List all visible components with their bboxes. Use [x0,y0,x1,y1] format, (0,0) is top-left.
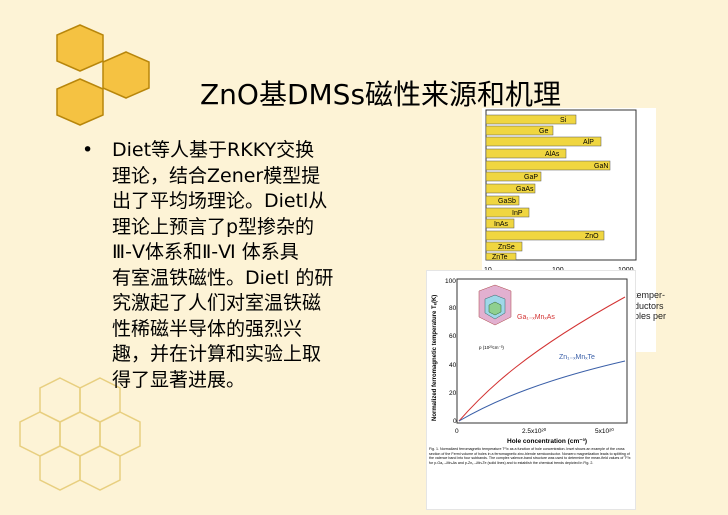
x-axis-label: Hole concentration (cm⁻³) [507,438,587,445]
bar-label: Ge [539,128,548,135]
bar-alp [485,136,602,147]
series-label-blue: Zn₁₋ₓMnₓTe [559,354,595,361]
curve-znmnte [458,360,626,422]
bar-label: GaSb [498,198,516,205]
figure-top-cut-text: temper- ductors ples per [634,290,667,321]
hexagon-icon [56,24,104,72]
figure-top-graphic: Si Ge AlP AlAs GaN GaP GaAs GaSb InP InA… [484,109,637,274]
bar-znte [485,252,517,261]
bar-label: GaP [524,174,538,181]
bar-label: InP [512,210,523,217]
bar-label: InAs [494,221,509,228]
bullet-marker: • [82,139,94,161]
hexagon-outline-icon [39,445,81,491]
series-label-red: Ga₁₋ₓMnₓAs [517,314,555,321]
bar-gaas [485,183,536,194]
figure-caption: Fig. 1. Normalized ferromagnetic tempera… [429,447,631,465]
x-tick: 5x10²⁰ [595,427,614,435]
x-tick: 2.5x10²⁰ [522,427,547,435]
bar-gap [485,171,542,182]
bar-zno [485,230,605,241]
inset-fermi-surface: p (10²⁰cm⁻³) [478,284,512,350]
bar-gan [485,160,611,171]
bullet-paragraph: • Diet等人基于RKKY交换 理论，结合Zener模型提 出了平均场理论。D… [82,138,392,393]
y-tick: 60 [449,333,457,340]
y-tick: 80 [449,305,457,312]
y-axis-label: Normalized ferromagnetic temperature Tₑ(… [432,295,438,421]
hexagon-icon [56,78,104,126]
bar-label: AlAs [545,151,560,158]
bar-label: GaAs [516,186,534,193]
bar-label: AlP [583,139,594,146]
bar-label: GaN [594,163,608,170]
bar-ge [485,125,554,136]
bar-label: Si [560,117,567,124]
bar-si [485,114,577,125]
y-tick: 100 [445,278,456,285]
bullet-text: Diet等人基于RKKY交换 理论，结合Zener模型提 出了平均场理论。Die… [112,139,334,391]
figure-bottom: 100 80 60 40 20 0 0 2.5x10²⁰ 5x10²⁰ Hole… [426,270,636,510]
bar-label: ZnO [585,233,599,240]
slide-title: ZnO基DMSs磁性来源和机理 [200,78,562,111]
bar-gasb [485,195,520,206]
bar-label: ZnTe [492,254,508,261]
bar-inp [485,207,530,218]
y-tick: 0 [453,418,457,425]
bar-inas [485,218,515,229]
y-tick: 40 [449,362,457,369]
figure-bottom-graphic: 100 80 60 40 20 0 0 2.5x10²⁰ 5x10²⁰ Hole… [429,278,631,465]
x-tick: 0 [455,428,459,435]
hexagon-outline-icon [79,445,121,491]
bar-znse [485,241,523,252]
inset-label: p (10²⁰cm⁻³) [479,345,504,350]
bar-alas [485,148,567,159]
curve-gamnas [458,296,626,422]
bar-label: ZnSe [498,244,515,251]
hexagon-icon [102,51,150,99]
y-tick: 20 [449,390,457,397]
